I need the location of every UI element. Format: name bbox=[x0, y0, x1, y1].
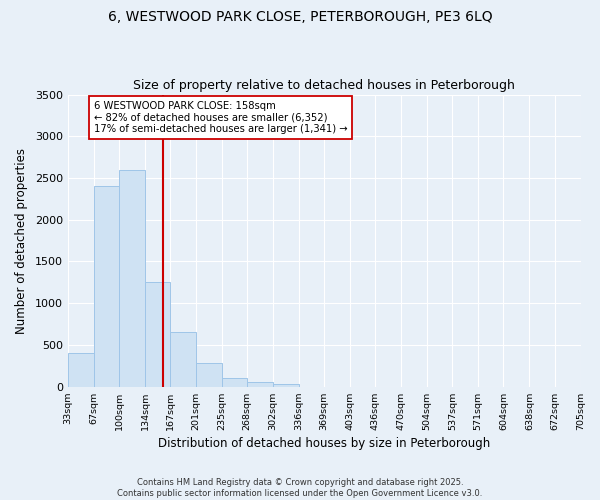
Bar bbox=[119, 170, 145, 386]
Y-axis label: Number of detached properties: Number of detached properties bbox=[15, 148, 28, 334]
Title: Size of property relative to detached houses in Peterborough: Size of property relative to detached ho… bbox=[133, 79, 515, 92]
Bar bbox=[247, 382, 273, 386]
Text: 6 WESTWOOD PARK CLOSE: 158sqm
← 82% of detached houses are smaller (6,352)
17% o: 6 WESTWOOD PARK CLOSE: 158sqm ← 82% of d… bbox=[94, 101, 347, 134]
Bar bbox=[145, 282, 170, 387]
Bar bbox=[196, 364, 222, 386]
Bar bbox=[170, 332, 196, 386]
X-axis label: Distribution of detached houses by size in Peterborough: Distribution of detached houses by size … bbox=[158, 437, 490, 450]
Text: Contains HM Land Registry data © Crown copyright and database right 2025.
Contai: Contains HM Land Registry data © Crown c… bbox=[118, 478, 482, 498]
Bar bbox=[94, 186, 119, 386]
Bar bbox=[273, 384, 299, 386]
Bar bbox=[222, 378, 247, 386]
Bar bbox=[68, 354, 94, 386]
Text: 6, WESTWOOD PARK CLOSE, PETERBOROUGH, PE3 6LQ: 6, WESTWOOD PARK CLOSE, PETERBOROUGH, PE… bbox=[107, 10, 493, 24]
